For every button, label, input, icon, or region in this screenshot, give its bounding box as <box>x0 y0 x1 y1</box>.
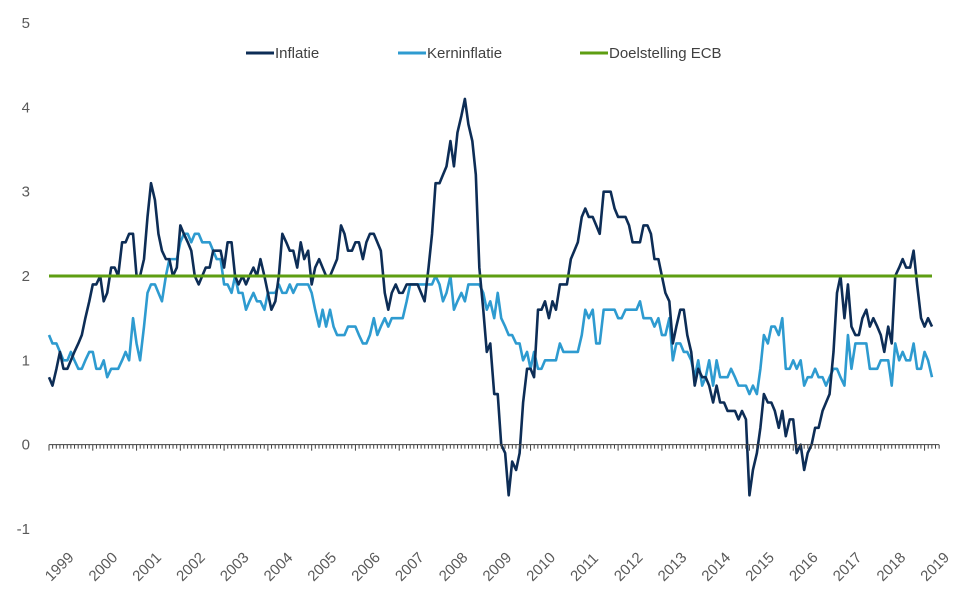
x-tick-label: 2002 <box>173 549 209 585</box>
series-line-inflatie <box>47 97 934 497</box>
y-tick-label: -1 <box>17 521 30 538</box>
x-tick-label: 2013 <box>655 549 691 585</box>
x-tick-label: 2000 <box>86 549 122 585</box>
x-tick-label: 2006 <box>348 549 384 585</box>
x-tick-label: 2003 <box>217 549 253 585</box>
x-tick-label: 2012 <box>611 549 647 585</box>
y-tick-label: 0 <box>22 437 30 454</box>
x-tick-label: 2009 <box>480 549 516 585</box>
legend: Inflatie Kerninflatie Doelstelling ECB <box>246 45 722 62</box>
x-tick-label: 2001 <box>129 549 165 585</box>
x-tick-label: 2010 <box>523 549 559 585</box>
x-tick-label: 2016 <box>786 549 822 585</box>
x-tick-label: 2019 <box>917 549 953 585</box>
x-tick-label: 2017 <box>830 549 866 585</box>
x-axis <box>48 444 940 451</box>
x-axis-tick-labels: 1999 2000 2001 2002 2003 2004 2005 2006 2007 2008… <box>42 549 953 585</box>
y-axis-tick-labels: -1 0 1 2 3 4 5 <box>17 15 30 538</box>
x-tick-label: 2007 <box>392 549 428 585</box>
y-tick-label: 3 <box>22 184 30 201</box>
x-tick-label: 2008 <box>436 549 472 585</box>
series-line-kerninflatie <box>47 232 934 396</box>
legend-label-doelstelling-ecb: Doelstelling ECB <box>609 45 722 62</box>
legend-label-inflatie: Inflatie <box>275 45 319 62</box>
x-tick-label: 1999 <box>42 549 78 585</box>
x-tick-label: 2005 <box>304 549 340 585</box>
y-tick-label: 2 <box>22 268 30 285</box>
y-tick-label: 4 <box>22 99 30 116</box>
x-tick-label: 2014 <box>698 549 734 585</box>
x-tick-label: 2015 <box>742 549 778 585</box>
y-tick-label: 1 <box>22 352 30 369</box>
x-tick-label: 2018 <box>874 549 910 585</box>
x-tick-label: 2011 <box>567 550 602 585</box>
legend-label-kerninflatie: Kerninflatie <box>427 45 502 62</box>
y-tick-label: 5 <box>22 15 30 32</box>
x-tick-label: 2004 <box>261 549 297 585</box>
series-lines <box>47 97 934 497</box>
